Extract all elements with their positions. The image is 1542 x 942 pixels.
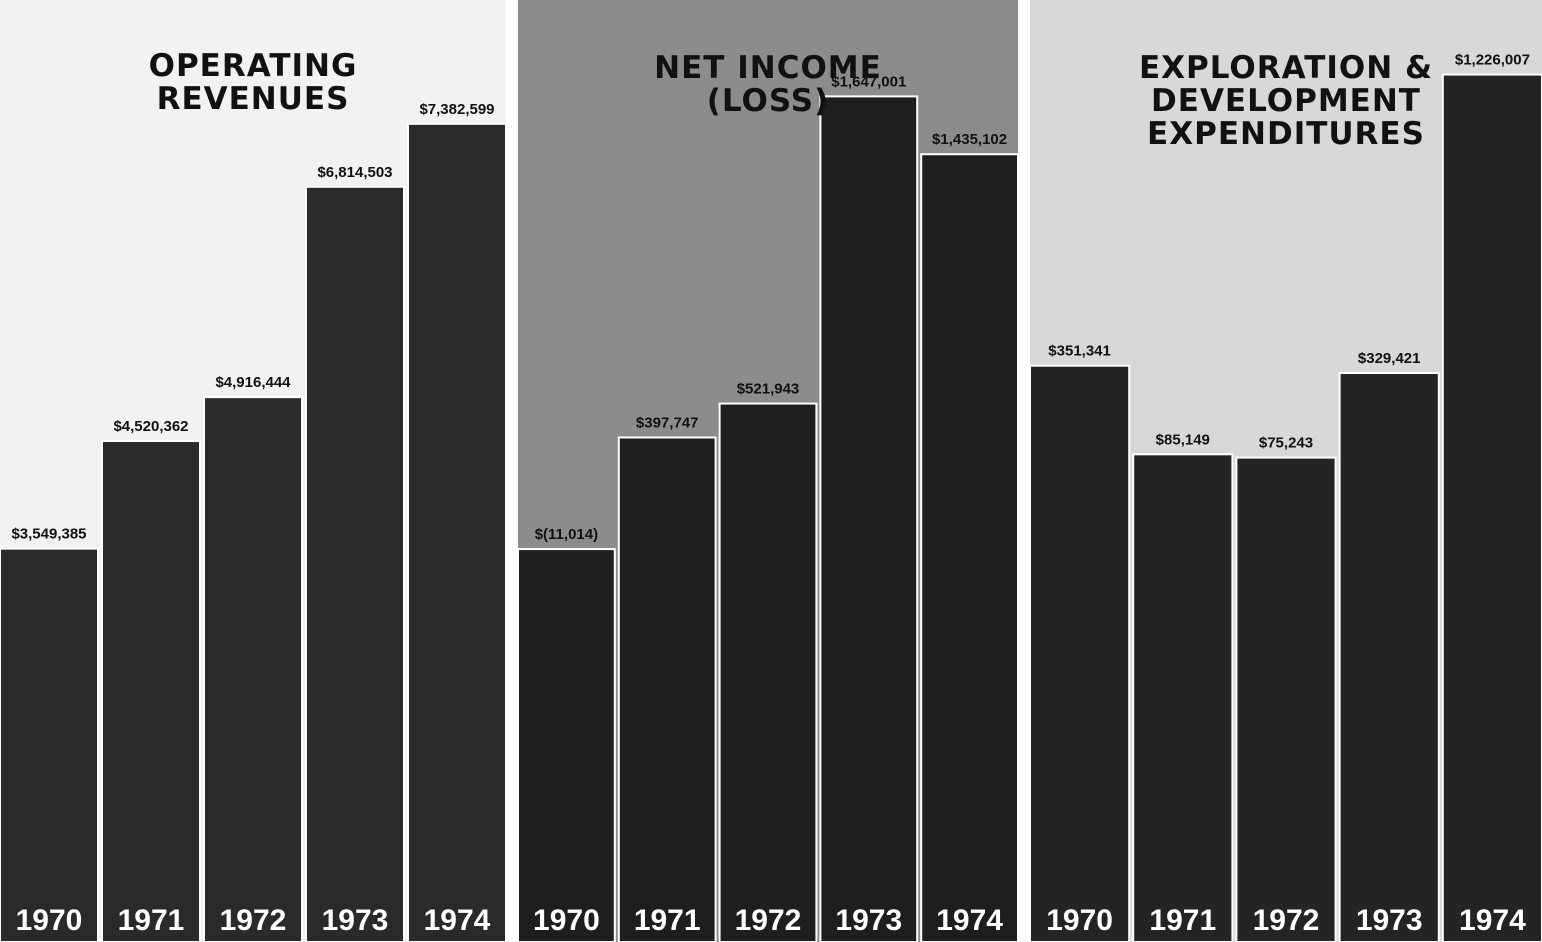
operating-revenues-year-label-1973: 1973 <box>322 904 389 937</box>
title-line: NET INCOME <box>654 50 882 86</box>
net-income-value-label-1974: $1,435,102 <box>932 131 1007 148</box>
net-income-value-label-1971: $397,747 <box>636 414 699 431</box>
exploration-year-label-1972: 1972 <box>1253 904 1320 937</box>
net-income-bar-1970 <box>518 548 616 942</box>
exploration-title: EXPLORATION & DEVELOPMENT EXPENDITURES <box>1030 52 1542 151</box>
net-income-year-label-1974: 1974 <box>936 904 1003 937</box>
net-income-chart: $(11,014) 1970 $397,747 1971 $521,943 1972 $1,… <box>518 0 1018 942</box>
operating-revenues-year-label-1974: 1974 <box>424 904 491 937</box>
title-line: DEVELOPMENT <box>1151 83 1421 119</box>
net-income-bar-1973 <box>819 95 919 942</box>
operating-revenues-chart: $3,549,385 1970 $4,520,362 1971 $4,916,444 19… <box>0 0 506 942</box>
operating-revenues-value-label-1972: $4,916,444 <box>215 374 291 391</box>
exploration-value-label-1970: $351,341 <box>1048 343 1111 360</box>
net-income-year-label-1970: 1970 <box>533 904 600 937</box>
operating-revenues-year-label-1970: 1970 <box>16 904 83 937</box>
operating-revenues-bar-1974 <box>407 122 506 942</box>
title-line: EXPENDITURES <box>1147 116 1425 152</box>
operating-revenues-panel: $3,549,385 1970 $4,520,362 1971 $4,916,444 19… <box>0 0 506 942</box>
exploration-value-label-1974: $1,226,007 <box>1455 52 1530 69</box>
operating-revenues-bar-1970 <box>0 547 99 942</box>
operating-revenues-value-label-1971: $4,520,362 <box>113 418 188 435</box>
exploration-bar-1973 <box>1338 371 1440 942</box>
exploration-panel: $351,341 1970 $85,149 1971 $75,243 1972 $329,4… <box>1030 0 1542 942</box>
net-income-panel: $(11,014) 1970 $397,747 1971 $521,943 1972 $1,… <box>518 0 1018 942</box>
exploration-value-label-1971: $85,149 <box>1156 431 1210 448</box>
exploration-bar-1974 <box>1441 73 1542 942</box>
exploration-year-label-1973: 1973 <box>1356 904 1423 937</box>
title-line: OPERATING <box>148 48 358 84</box>
net-income-value-label-1970: $(11,014) <box>535 526 598 543</box>
net-income-bar-1974 <box>920 153 1018 942</box>
net-income-title: NET INCOME (LOSS) <box>518 52 1018 118</box>
net-income-value-label-1973: $1,647,001 <box>831 73 906 90</box>
net-income-year-label-1972: 1972 <box>735 904 802 937</box>
operating-revenues-value-label-1973: $6,814,503 <box>317 164 392 181</box>
operating-revenues-value-label-1974: $7,382,599 <box>419 101 494 118</box>
net-income-bar-1972 <box>718 402 818 942</box>
net-income-value-label-1972: $521,943 <box>737 381 800 398</box>
exploration-chart: $351,341 1970 $85,149 1971 $75,243 1972 $329,4… <box>1030 0 1542 942</box>
title-line: REVENUES <box>156 81 350 117</box>
exploration-year-label-1971: 1971 <box>1149 904 1216 937</box>
operating-revenues-title: OPERATING REVENUES <box>0 50 506 116</box>
net-income-year-label-1971: 1971 <box>634 904 701 937</box>
title-line: (LOSS) <box>706 83 830 119</box>
operating-revenues-value-label-1970: $3,549,385 <box>11 526 86 543</box>
operating-revenues-bar-1973 <box>305 185 405 942</box>
operating-revenues-year-label-1972: 1972 <box>220 904 287 937</box>
exploration-bar-1971 <box>1132 453 1234 942</box>
operating-revenues-year-label-1971: 1971 <box>118 904 185 937</box>
title-line: EXPLORATION & <box>1138 50 1434 86</box>
exploration-bar-1972 <box>1235 456 1337 942</box>
net-income-year-label-1973: 1973 <box>835 904 902 937</box>
exploration-value-label-1973: $329,421 <box>1358 350 1421 367</box>
net-income-bar-1971 <box>617 436 717 942</box>
exploration-year-label-1970: 1970 <box>1046 904 1113 937</box>
operating-revenues-bar-1971 <box>101 440 201 942</box>
operating-revenues-bar-1972 <box>203 396 303 942</box>
exploration-value-label-1972: $75,243 <box>1259 435 1313 452</box>
exploration-year-label-1974: 1974 <box>1459 904 1526 937</box>
exploration-bar-1970 <box>1030 364 1131 942</box>
